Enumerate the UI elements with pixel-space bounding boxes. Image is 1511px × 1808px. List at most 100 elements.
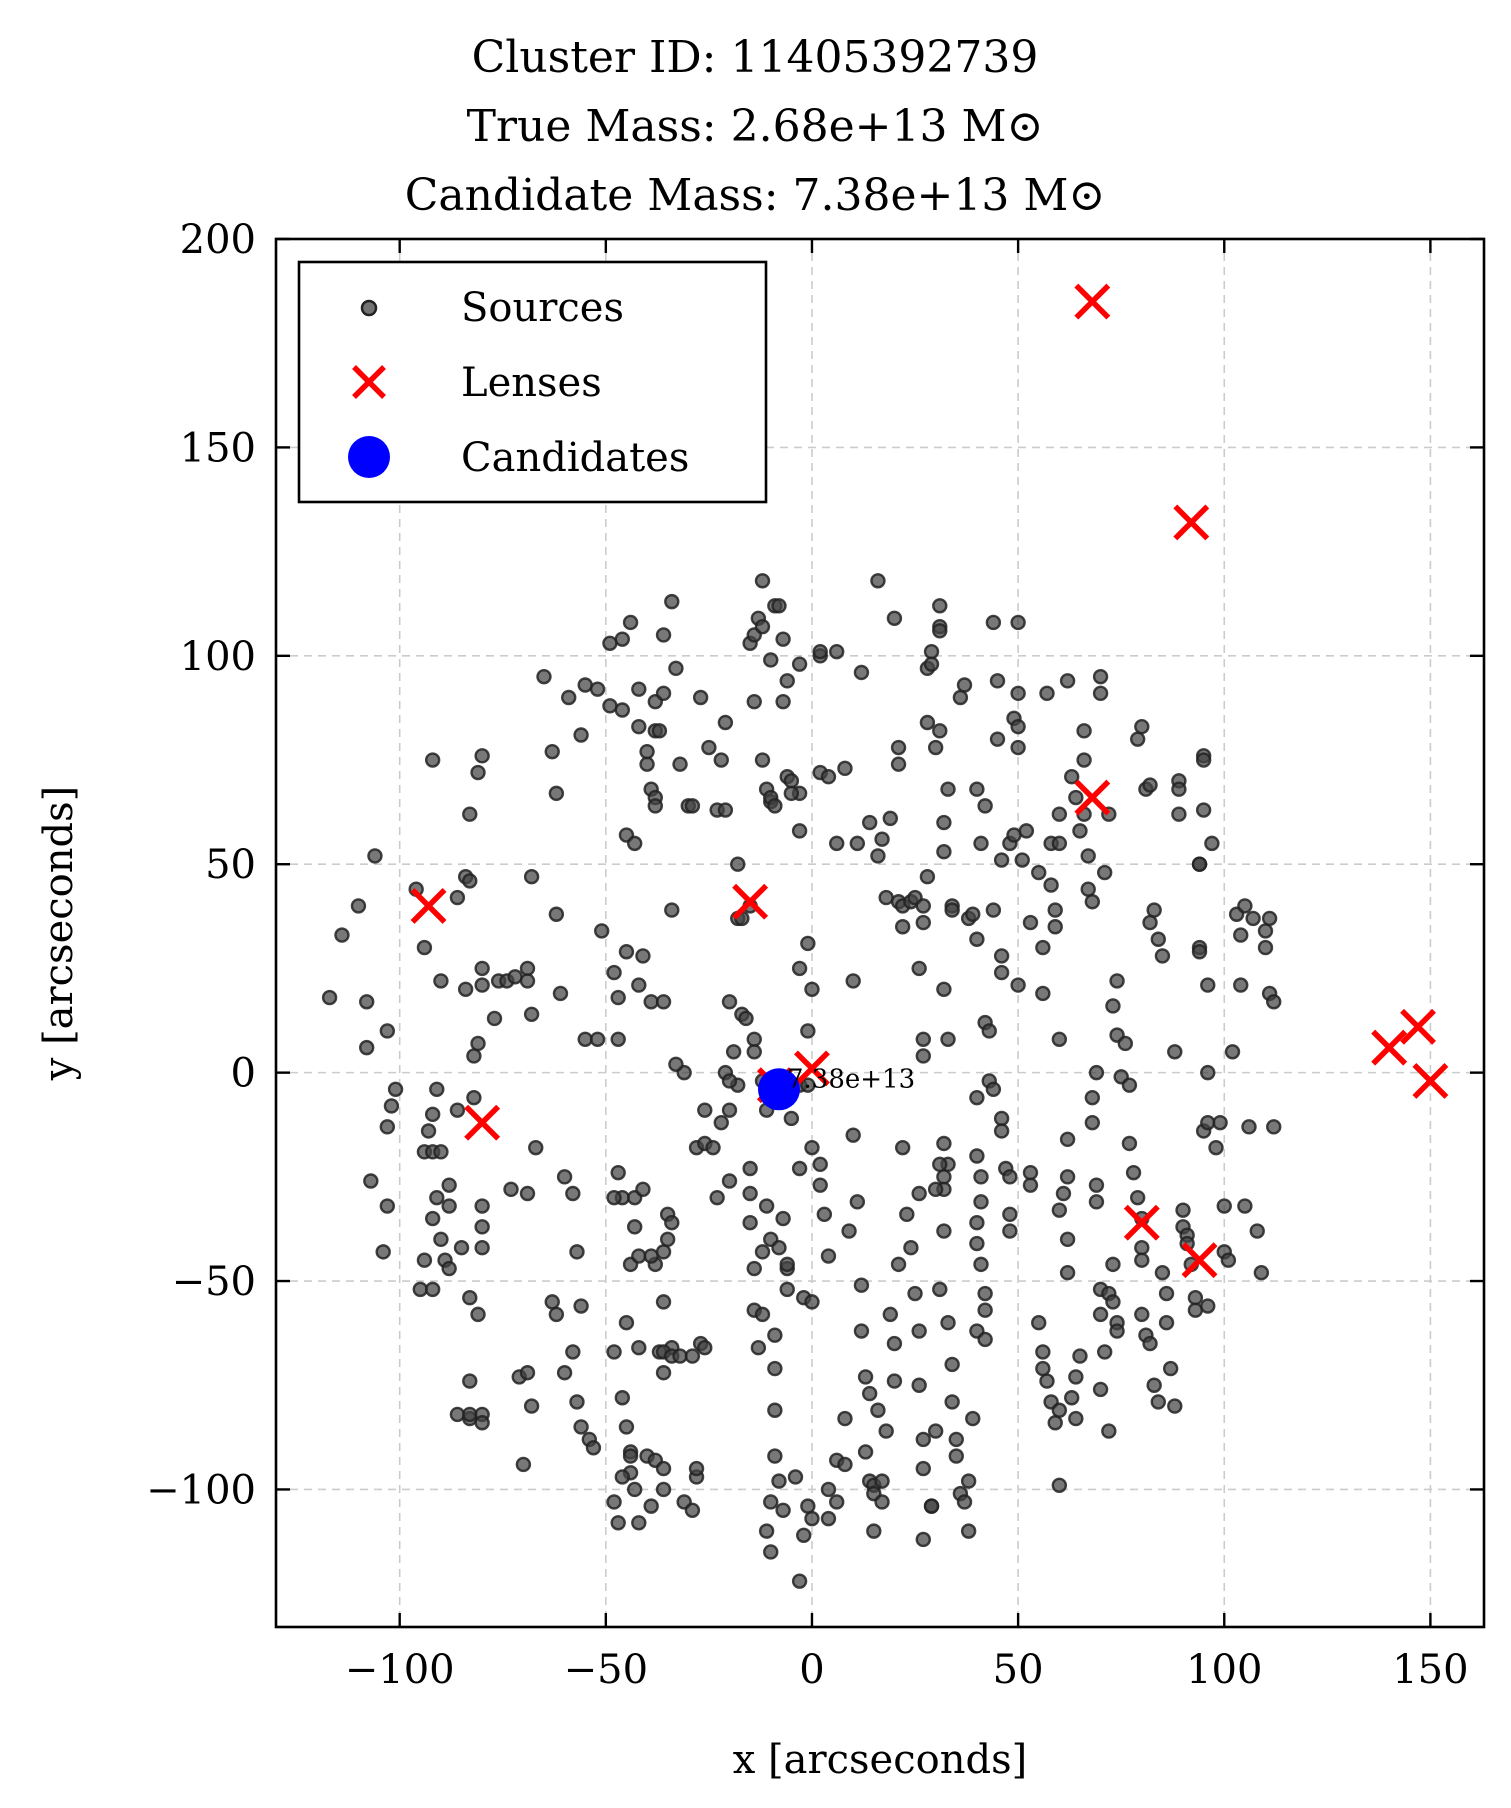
source-point	[519, 960, 536, 977]
source-point	[1002, 1223, 1018, 1239]
source-point	[1134, 1252, 1150, 1268]
source-point	[874, 1494, 890, 1510]
source-point	[1059, 1231, 1076, 1248]
source-point	[626, 1481, 643, 1498]
source-point	[1121, 1135, 1138, 1152]
source-point	[548, 1306, 565, 1323]
source-point	[890, 756, 907, 772]
source-point	[631, 1340, 647, 1356]
x-tick-label: 150	[1392, 1647, 1468, 1693]
source-point	[622, 1448, 639, 1464]
source-point	[424, 1106, 441, 1123]
source-point	[721, 1073, 738, 1089]
source-point	[573, 1419, 589, 1435]
source-point	[655, 685, 672, 702]
source-point	[763, 1544, 779, 1560]
source-point	[820, 1481, 837, 1498]
title-line-2: True Mass: 2.68e+13 M⊙	[467, 101, 1044, 152]
source-point	[750, 1340, 767, 1356]
source-point	[577, 1031, 593, 1047]
source-point	[433, 1144, 449, 1160]
source-point	[829, 643, 845, 660]
source-point	[1084, 1114, 1101, 1131]
source-point	[985, 902, 1002, 918]
source-point	[1035, 985, 1051, 1002]
source-point	[1047, 902, 1063, 918]
source-point	[812, 643, 828, 660]
source-point	[915, 914, 931, 931]
source-point	[993, 852, 1010, 868]
source-point	[420, 1123, 437, 1139]
source-point	[969, 1214, 985, 1231]
source-point	[940, 1315, 956, 1331]
source-point	[643, 994, 659, 1010]
source-point	[1088, 1194, 1105, 1210]
source-point	[552, 985, 569, 1002]
source-point	[932, 723, 948, 739]
source-point	[424, 752, 441, 768]
source-point	[969, 1089, 985, 1106]
source-point	[775, 693, 791, 710]
source-point	[470, 1035, 486, 1052]
source-point	[936, 814, 952, 831]
source-point	[697, 1340, 713, 1356]
source-point	[589, 681, 606, 697]
source-point	[1125, 1164, 1142, 1181]
source-point	[664, 902, 680, 918]
legend-marker-lenses	[352, 365, 386, 399]
source-point	[664, 593, 680, 610]
source-point	[1167, 1044, 1183, 1060]
source-point	[890, 1256, 907, 1273]
y-tick-label: 0	[231, 1051, 256, 1097]
source-point	[1146, 902, 1162, 918]
source-point	[936, 844, 952, 860]
source-point	[816, 1206, 833, 1223]
source-point	[1134, 1239, 1150, 1256]
source-point	[713, 1114, 729, 1131]
source-point	[606, 964, 622, 981]
source-point	[602, 698, 618, 714]
source-point	[672, 1348, 688, 1364]
source-point	[767, 1402, 783, 1418]
source-point	[960, 1473, 977, 1489]
source-point	[973, 1256, 989, 1273]
source-point	[915, 1048, 931, 1064]
source-point	[523, 1006, 540, 1022]
source-point	[1171, 806, 1187, 822]
source-point	[940, 781, 956, 797]
source-point	[544, 743, 560, 760]
source-point	[1129, 731, 1146, 747]
source-point	[1022, 914, 1039, 931]
source-point	[1245, 910, 1261, 927]
source-point	[812, 1177, 828, 1193]
source-point	[952, 689, 969, 706]
source-point	[412, 1281, 429, 1298]
source-point	[655, 1460, 672, 1477]
source-point	[1014, 852, 1030, 868]
source-point	[779, 673, 795, 689]
source-point	[1195, 802, 1212, 818]
source-point	[701, 739, 717, 756]
source-point	[1051, 806, 1068, 822]
source-point	[1162, 1360, 1179, 1377]
source-point	[383, 1098, 400, 1114]
source-point	[800, 935, 816, 952]
source-point	[651, 723, 668, 739]
source-point	[631, 718, 647, 735]
legend-label-lenses: Lenses	[461, 360, 602, 406]
source-point	[639, 756, 655, 772]
source-point	[1047, 919, 1063, 935]
x-tick-label: 50	[993, 1647, 1044, 1693]
source-point	[771, 1473, 787, 1489]
source-point	[429, 1081, 445, 1098]
source-point	[861, 1385, 878, 1402]
source-point	[643, 1248, 659, 1264]
y-tick-label: −100	[146, 1467, 256, 1513]
source-point	[519, 1185, 536, 1202]
y-tick-label: 200	[180, 217, 256, 263]
source-point	[746, 1031, 762, 1047]
source-point	[618, 944, 635, 960]
source-point	[783, 1110, 800, 1127]
source-point	[870, 573, 886, 589]
source-point	[936, 1169, 952, 1185]
